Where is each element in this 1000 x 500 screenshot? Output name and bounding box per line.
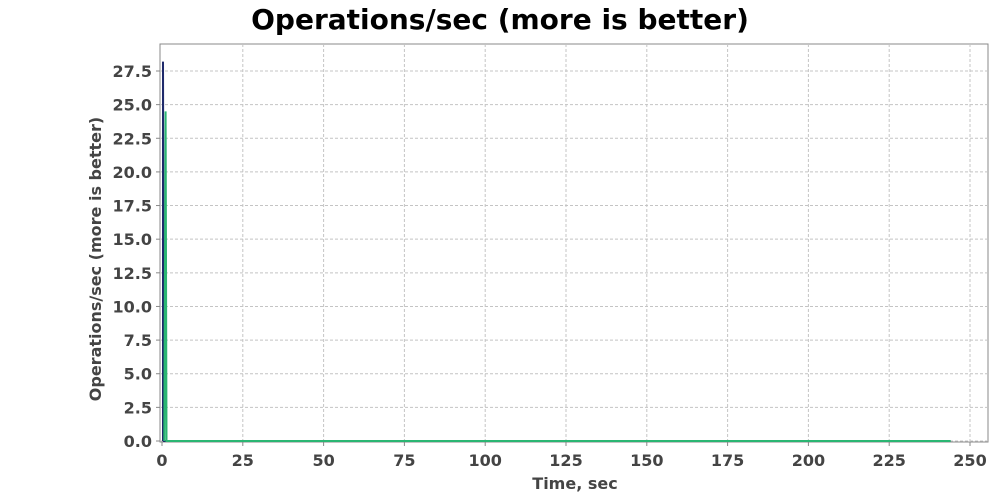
y-tick-label: 2.5 — [124, 398, 152, 417]
grid — [160, 44, 988, 442]
plot-area — [159, 43, 989, 443]
y-tick-label: 12.5 — [113, 264, 152, 283]
x-tick-label: 250 — [953, 451, 986, 470]
x-tick-label: 150 — [630, 451, 663, 470]
axis-ticks: 0 25 50 75 100 125 150 175 200 225 250 0.0 2.5 5.0 7.5… — [113, 62, 987, 470]
x-tick-label: 125 — [549, 451, 582, 470]
y-tick-label: 7.5 — [124, 331, 152, 350]
y-tick-label: 20.0 — [113, 163, 152, 182]
y-tick-label: 0.0 — [124, 432, 152, 451]
y-tick-label: 17.5 — [113, 197, 152, 216]
series-line-2 — [163, 111, 951, 442]
x-tick-label: 0 — [156, 451, 167, 470]
y-tick-label: 25.0 — [113, 96, 152, 115]
x-tick-label: 200 — [792, 451, 825, 470]
y-tick-label: 22.5 — [113, 129, 152, 148]
x-axis-label: Time, sec — [532, 474, 617, 493]
y-tick-label: 27.5 — [113, 62, 152, 81]
y-axis-label: Operations/sec (more is better) — [86, 117, 105, 401]
x-tick-label: 25 — [232, 451, 254, 470]
series-group — [162, 61, 951, 442]
y-tick-label: 10.0 — [113, 297, 152, 316]
x-tick-label: 100 — [468, 451, 501, 470]
y-tick-label: 15.0 — [113, 230, 152, 249]
chart-title: Operations/sec (more is better) — [251, 3, 749, 36]
x-tick-label: 175 — [711, 451, 744, 470]
x-tick-label: 225 — [872, 451, 905, 470]
x-tick-label: 50 — [312, 451, 334, 470]
x-tick-label: 75 — [393, 451, 415, 470]
y-tick-label: 5.0 — [124, 365, 152, 384]
